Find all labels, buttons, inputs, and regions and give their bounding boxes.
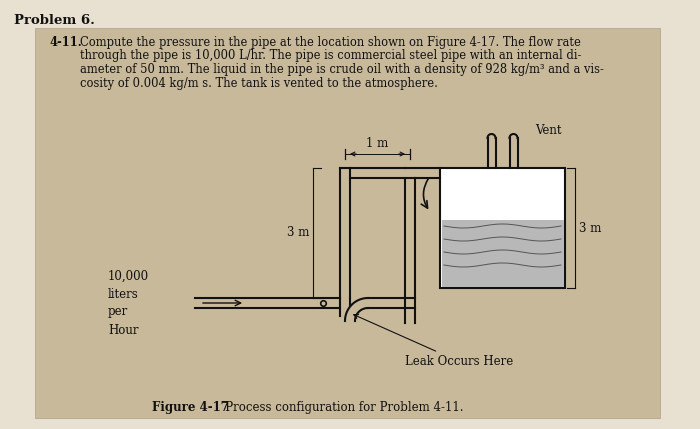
Text: Vent: Vent: [536, 124, 562, 136]
Text: 3 m: 3 m: [286, 227, 309, 239]
Text: Leak Occurs Here: Leak Occurs Here: [354, 314, 513, 368]
Bar: [35, 28, 660, 418]
Text: 3 m: 3 m: [579, 221, 601, 235]
Text: cosity of 0.004 kg/m s. The tank is vented to the atmosphere.: cosity of 0.004 kg/m s. The tank is vent…: [80, 76, 438, 90]
Text: Process configuration for Problem 4-11.: Process configuration for Problem 4-11.: [214, 402, 463, 414]
Text: 1 m: 1 m: [366, 137, 389, 150]
Text: through the pipe is 10,000 L/hr. The pipe is commercial steel pipe with an inter: through the pipe is 10,000 L/hr. The pip…: [80, 49, 582, 63]
Text: 10,000
liters
per
Hour: 10,000 liters per Hour: [108, 269, 149, 336]
Text: 4-11.: 4-11.: [50, 36, 83, 49]
Bar: [442, 220, 564, 287]
Text: ameter of 50 mm. The liquid in the pipe is crude oil with a density of 928 kg/m³: ameter of 50 mm. The liquid in the pipe …: [80, 63, 604, 76]
Text: Figure 4-17: Figure 4-17: [152, 402, 229, 414]
Text: Problem 6.: Problem 6.: [14, 14, 95, 27]
Bar: [440, 168, 565, 288]
Text: Compute the pressure in the pipe at the location shown on Figure 4-17. The flow : Compute the pressure in the pipe at the …: [80, 36, 581, 49]
